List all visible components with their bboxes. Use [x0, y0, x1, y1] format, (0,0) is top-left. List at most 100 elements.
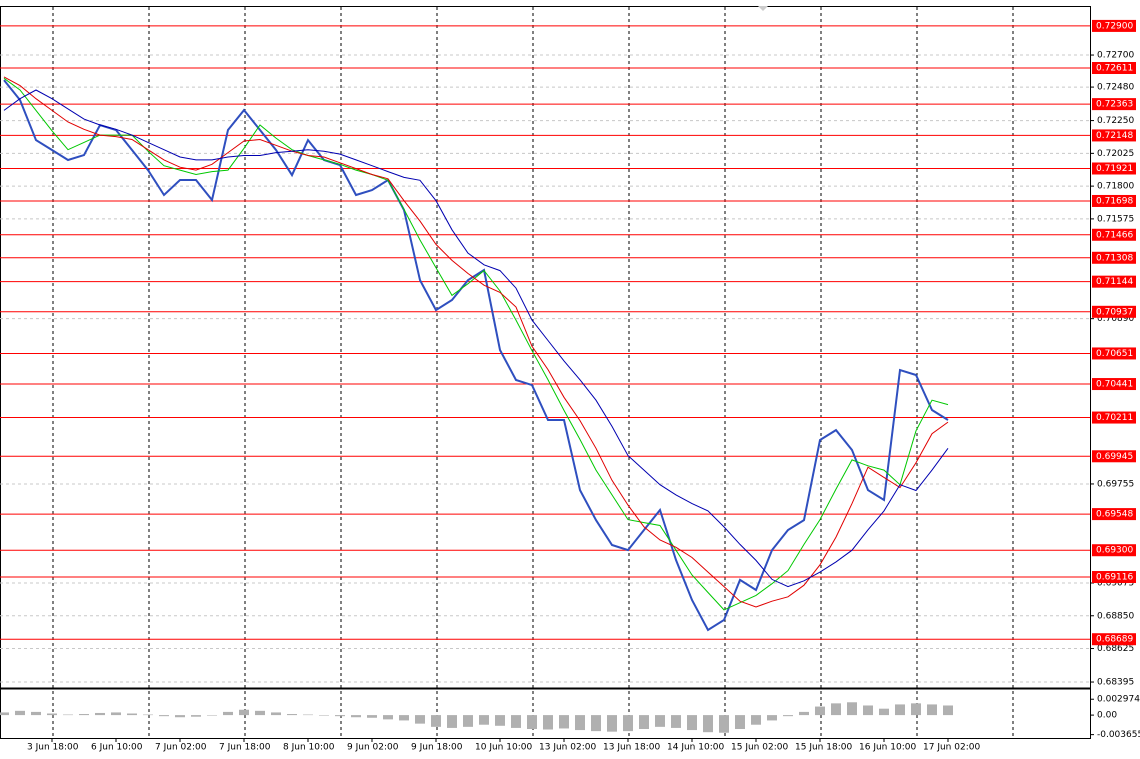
level-label-box — [1092, 98, 1136, 111]
level-label: 0.71308 — [1096, 253, 1133, 263]
osc-bar — [255, 710, 265, 716]
level-label: 0.69300 — [1096, 546, 1133, 556]
y-tick-label: 0.72025 — [1097, 149, 1134, 159]
level-label-box — [1092, 633, 1136, 646]
x-tick-label: 13 Jun 18:00 — [603, 743, 660, 753]
osc-bar — [527, 715, 537, 729]
osc-bar — [415, 715, 425, 724]
y-tick-label: 0.69075 — [1097, 578, 1134, 588]
y-tick-label: 0.72700 — [1097, 51, 1134, 61]
osc-bar — [95, 712, 105, 716]
osc-bar — [31, 711, 41, 716]
osc-bar — [271, 712, 281, 716]
osc-bar — [799, 711, 809, 716]
level-label-box — [1092, 19, 1136, 32]
level-label: 0.70441 — [1096, 380, 1133, 390]
osc-bar — [559, 715, 569, 729]
x-tick-label: 8 Jun 10:00 — [283, 743, 335, 753]
series-line — [3, 89, 949, 588]
osc-bar — [607, 715, 617, 732]
osc-bar — [175, 715, 185, 718]
level-label-box — [1092, 62, 1136, 75]
osc-bar — [399, 715, 409, 721]
y-tick-label: 0.68625 — [1097, 644, 1134, 654]
y-tick-label: 0.69755 — [1097, 479, 1134, 489]
level-label: 0.70937 — [1096, 307, 1133, 317]
osc-bar — [687, 715, 697, 731]
osc-bar — [15, 710, 25, 716]
osc-bar — [335, 715, 345, 717]
x-tick-label: 15 Jun 02:00 — [731, 743, 788, 753]
osc-bar — [575, 715, 585, 731]
y-tick-label: 0.71800 — [1097, 182, 1134, 192]
x-tick-label: 7 Jun 18:00 — [219, 743, 271, 753]
level-label-box — [1092, 450, 1136, 463]
osc-bar — [191, 715, 201, 717]
level-label: 0.72148 — [1096, 131, 1133, 141]
level-label-box — [1092, 544, 1136, 557]
level-label: 0.71466 — [1096, 230, 1133, 240]
osc-bar — [671, 715, 681, 728]
x-tick-label: 7 Jun 02:00 — [155, 743, 207, 753]
osc-bar — [735, 715, 745, 729]
level-label: 0.71144 — [1096, 277, 1133, 287]
level-label-box — [1092, 347, 1136, 360]
y-tick-label: 0.70890 — [1097, 314, 1134, 324]
level-label-box — [1092, 275, 1136, 288]
osc-bar — [383, 715, 393, 720]
x-tick-label: 17 Jun 02:00 — [923, 743, 980, 753]
level-label-box — [1092, 129, 1136, 142]
osc-bar — [159, 715, 169, 717]
osc-y-tick-label: 0.002974 — [1097, 695, 1140, 705]
osc-bar — [223, 711, 233, 716]
level-label: 0.69548 — [1096, 510, 1133, 520]
level-label: 0.72611 — [1096, 64, 1133, 74]
level-label: 0.69945 — [1096, 452, 1133, 462]
osc-bar — [303, 714, 313, 716]
osc-bar — [511, 715, 521, 728]
osc-bar — [479, 715, 489, 725]
level-label: 0.68689 — [1096, 635, 1133, 645]
osc-bar — [319, 715, 329, 716]
level-label-box — [1092, 508, 1136, 521]
osc-bar — [591, 715, 601, 732]
osc-bar — [847, 702, 857, 716]
osc-bar — [0, 712, 9, 716]
y-tick-label: 0.68395 — [1097, 678, 1134, 688]
level-label-box — [1092, 411, 1136, 424]
level-label-box — [1092, 251, 1136, 264]
x-tick-label: 10 Jun 10:00 — [475, 743, 532, 753]
level-label: 0.72363 — [1096, 100, 1133, 110]
series-line — [3, 77, 949, 611]
osc-bar — [703, 715, 713, 733]
osc-bar — [127, 713, 137, 716]
level-label-box — [1092, 194, 1136, 207]
osc-bar — [783, 715, 793, 717]
osc-bar — [287, 714, 297, 716]
osc-bar — [367, 715, 377, 718]
level-label: 0.71921 — [1096, 164, 1133, 174]
level-label: 0.70651 — [1096, 349, 1133, 359]
osc-bar — [655, 715, 665, 727]
osc-bar — [767, 715, 777, 721]
y-tick-label: 0.71575 — [1097, 214, 1134, 224]
osc-bar — [863, 705, 873, 716]
osc-bar — [831, 703, 841, 716]
osc-bar — [879, 708, 889, 716]
level-label: 0.69116 — [1096, 573, 1133, 583]
osc-bar — [623, 715, 633, 732]
level-label: 0.71698 — [1096, 196, 1133, 206]
level-label: 0.70211 — [1096, 413, 1133, 423]
level-label-box — [1092, 571, 1136, 584]
osc-bar — [463, 715, 473, 727]
osc-bar — [719, 715, 729, 733]
osc-bar — [351, 715, 361, 718]
series-line — [3, 79, 949, 632]
level-label-box — [1092, 162, 1136, 175]
y-tick-label: 0.72480 — [1097, 83, 1134, 93]
y-tick-label: 0.72250 — [1097, 116, 1134, 126]
x-tick-label: 15 Jun 18:00 — [795, 743, 852, 753]
osc-bar — [895, 704, 905, 716]
